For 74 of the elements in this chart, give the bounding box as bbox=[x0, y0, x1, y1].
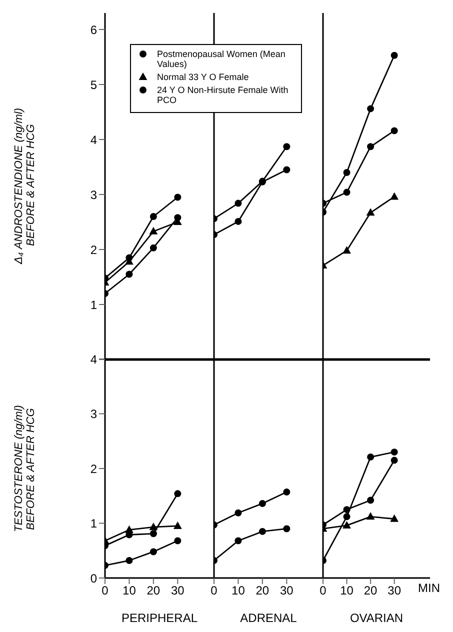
point bbox=[390, 126, 398, 134]
point bbox=[367, 142, 374, 150]
y-tick-label: 2 bbox=[90, 242, 98, 256]
x-tick-label: 30 bbox=[280, 584, 294, 598]
point bbox=[283, 525, 290, 532]
point bbox=[343, 188, 350, 196]
x-axis-title: PERIPHERAL bbox=[121, 611, 198, 625]
x-tick-label: 10 bbox=[340, 584, 354, 598]
y-axis-title: TESTOSTERONE (ng/ml) BEFORE & AFTER HCG bbox=[13, 405, 37, 532]
point bbox=[366, 208, 375, 216]
y-tick-label: 2 bbox=[90, 462, 98, 476]
x-tick-label: 20 bbox=[256, 584, 270, 598]
point bbox=[343, 506, 350, 514]
point bbox=[343, 168, 350, 176]
point bbox=[150, 244, 157, 251]
point bbox=[390, 514, 399, 522]
legend-label: Postmenopausal Women (Mean Values) bbox=[157, 48, 286, 68]
y-tick-label: 4 bbox=[90, 352, 98, 366]
point bbox=[342, 246, 351, 254]
point bbox=[174, 490, 182, 498]
point bbox=[258, 500, 266, 508]
legend-label: Normal 33 Y O Female bbox=[157, 72, 249, 82]
point bbox=[234, 217, 242, 224]
point bbox=[149, 226, 158, 234]
point bbox=[234, 199, 242, 206]
y-tick-label: 6 bbox=[90, 22, 98, 36]
point bbox=[390, 51, 398, 58]
x-tick-label: 30 bbox=[388, 584, 402, 598]
y-tick-label: 3 bbox=[90, 407, 98, 422]
legend-label: 24 Y O Non-Hirsute Female With PCO bbox=[157, 84, 290, 104]
y-tick-label: 3 bbox=[90, 187, 98, 202]
y-tick-label: 4 bbox=[90, 132, 98, 146]
point bbox=[234, 537, 242, 544]
point bbox=[283, 166, 290, 173]
point bbox=[150, 530, 157, 538]
x-tick-label: 20 bbox=[146, 584, 160, 598]
point bbox=[125, 525, 134, 533]
point bbox=[149, 522, 158, 530]
point bbox=[283, 488, 290, 496]
x-tick-label: 0 bbox=[320, 584, 327, 598]
x-tick-label: 20 bbox=[364, 584, 378, 598]
x-tick-label: 10 bbox=[122, 584, 136, 598]
point bbox=[390, 456, 398, 464]
point bbox=[283, 142, 290, 150]
x-axis-title: OVARIAN bbox=[350, 611, 404, 625]
point bbox=[367, 496, 374, 504]
point bbox=[126, 556, 133, 564]
point bbox=[367, 104, 374, 112]
point bbox=[174, 214, 182, 221]
point bbox=[234, 509, 242, 516]
point bbox=[258, 528, 266, 535]
x-tick-label: 30 bbox=[170, 584, 185, 598]
point bbox=[390, 448, 398, 456]
point bbox=[126, 270, 133, 278]
y-tick-label: 1 bbox=[90, 297, 98, 312]
x-tick-label: 0 bbox=[102, 584, 109, 598]
point bbox=[343, 513, 350, 520]
point bbox=[366, 512, 375, 520]
point bbox=[150, 548, 157, 556]
point bbox=[342, 520, 351, 528]
point bbox=[150, 212, 157, 220]
y-tick-label: 1 bbox=[90, 516, 98, 531]
y-tick-label: 5 bbox=[90, 77, 98, 92]
point bbox=[390, 192, 399, 200]
point bbox=[367, 454, 374, 461]
x-axis-title: ADRENAL bbox=[240, 611, 298, 625]
point bbox=[174, 193, 182, 200]
y-axis-title: Δ₄ ANDROSTENDIONE (ng/ml) BEFORE & AFTER HCG bbox=[13, 108, 37, 264]
x-tick-label: 10 bbox=[232, 584, 246, 598]
y-tick-label: 0 bbox=[90, 571, 98, 586]
x-tick-label: 0 bbox=[210, 584, 218, 598]
text: MIN bbox=[418, 581, 440, 595]
point bbox=[174, 537, 182, 544]
point bbox=[173, 521, 182, 529]
